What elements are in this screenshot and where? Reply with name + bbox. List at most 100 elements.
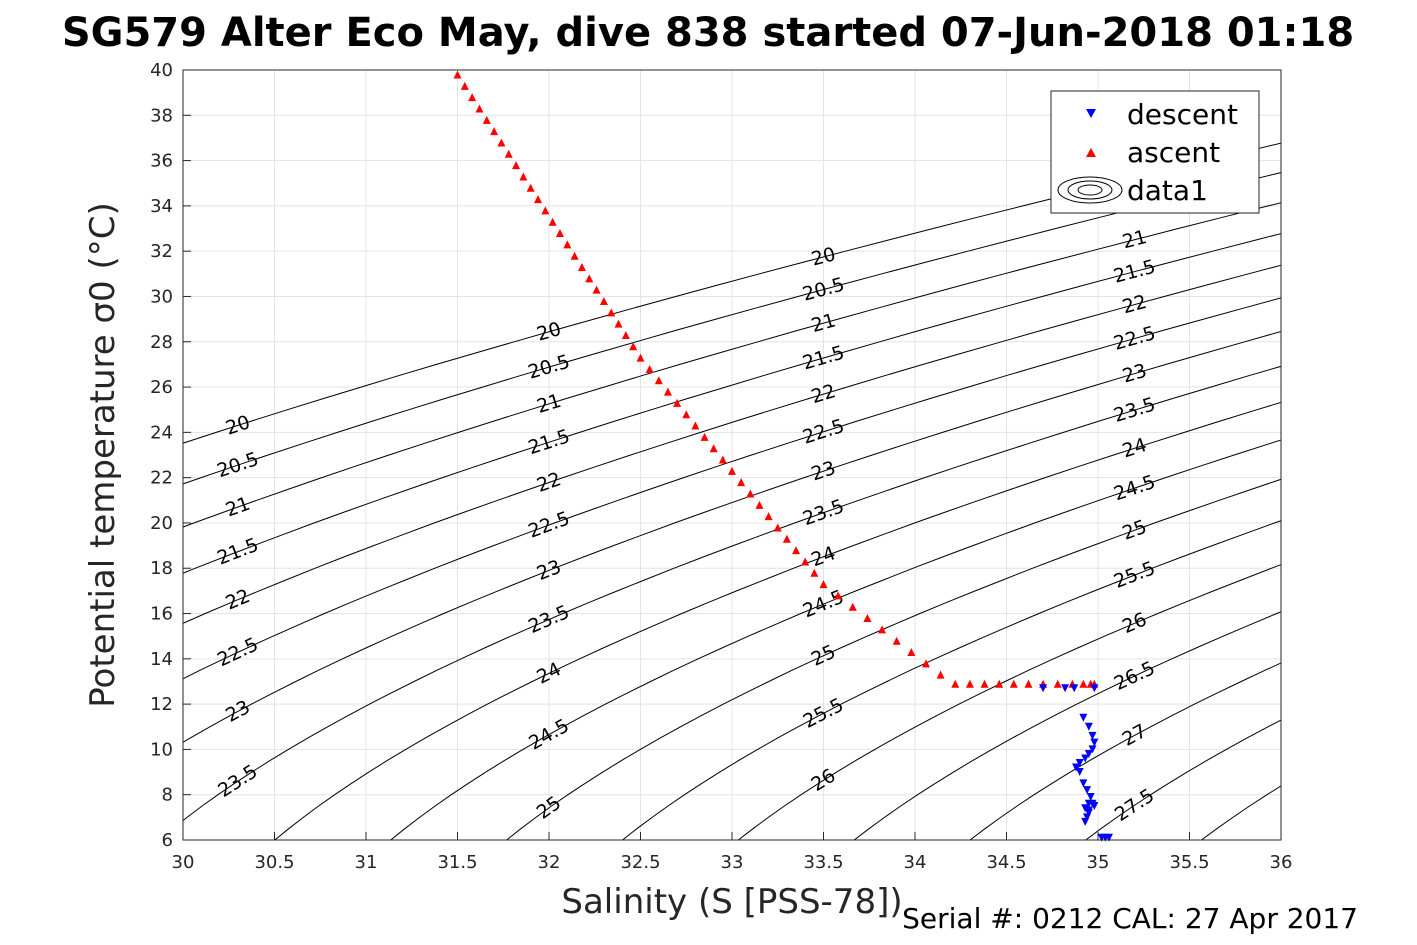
- legend-box: [1050, 90, 1260, 214]
- descent-point: [1088, 731, 1097, 740]
- isopycnal-line: [969, 662, 1281, 840]
- ascent-point: [980, 679, 989, 688]
- x-axis-ticks: 30 30.5 31 31.5 32 32.5 33 33.5 34 34.5 35 35.5 36: [172, 832, 1293, 873]
- y-tick-label: 14: [150, 649, 173, 670]
- y-tick-label: 16: [150, 604, 173, 625]
- ascent-point: [519, 172, 528, 181]
- legend-descent-label: descent: [1127, 98, 1238, 131]
- x-tick-label: 31: [355, 852, 378, 873]
- y-tick-label: 40: [150, 60, 173, 81]
- ascent-point: [921, 659, 930, 668]
- ascent-point: [755, 500, 764, 509]
- x-tick-label: 36: [1270, 852, 1293, 873]
- descent-point: [1083, 813, 1092, 822]
- ascent-point: [737, 478, 746, 487]
- ascent-point: [1009, 679, 1018, 688]
- ascent-point: [599, 297, 608, 305]
- ascent-point: [607, 308, 616, 317]
- y-tick-label: 18: [150, 558, 173, 579]
- ascent-point: [773, 523, 782, 532]
- x-tick-label: 35.5: [1169, 852, 1209, 873]
- legend: descent ascent data1: [1050, 90, 1260, 214]
- x-tick-label: 34: [904, 852, 927, 873]
- isopycnal-line: [183, 330, 1281, 743]
- ascent-point: [453, 70, 462, 79]
- legend-data1-label: data1: [1127, 174, 1208, 207]
- descent-point: [1079, 713, 1088, 722]
- descent-point: [1090, 738, 1099, 747]
- ascent-point: [819, 580, 828, 589]
- ascent-point: [764, 512, 773, 521]
- ascent-point: [728, 466, 736, 475]
- ascent-point: [907, 648, 916, 657]
- ascent-point: [504, 149, 513, 158]
- ascent-point: [1079, 679, 1088, 688]
- x-tick-label: 31.5: [437, 852, 477, 873]
- legend-ascent-label: ascent: [1127, 136, 1220, 169]
- ascent-point: [792, 546, 801, 555]
- descent-point: [1081, 804, 1090, 813]
- ascent-point: [801, 557, 810, 566]
- descent-point: [1086, 792, 1095, 801]
- y-tick-label: 22: [150, 468, 173, 489]
- y-tick-label: 12: [150, 694, 173, 715]
- isopycnal-line: [389, 439, 1281, 840]
- descent-point: [1075, 759, 1084, 767]
- chart-title: SG579 Alter Eco May, dive 838 started 07…: [62, 10, 1354, 56]
- ascent-point: [746, 489, 755, 498]
- ascent-point: [636, 353, 645, 362]
- ascent-point: [810, 568, 819, 577]
- x-tick-label: 34.5: [986, 852, 1026, 873]
- grid: [182, 69, 1282, 841]
- y-tick-label: 32: [150, 241, 173, 262]
- ascent-point: [673, 398, 682, 407]
- ascent-point: [614, 319, 623, 328]
- x-tick-label: 33: [721, 852, 744, 873]
- ascent-point: [1024, 679, 1033, 688]
- ascent-point: [782, 534, 791, 543]
- y-tick-label: 20: [150, 513, 173, 534]
- ascent-point: [497, 138, 506, 147]
- ascent-point: [1053, 679, 1062, 688]
- ascent-point: [654, 376, 663, 385]
- ascent-point: [621, 330, 630, 339]
- y-tick-label: 28: [150, 332, 173, 353]
- legend-descent-marker: [1086, 109, 1096, 118]
- y-tick-label: 38: [150, 105, 173, 126]
- ascent-point: [848, 602, 857, 611]
- ascent-point: [541, 206, 550, 215]
- x-tick-label: 30.5: [254, 852, 294, 873]
- ascent-point: [534, 195, 543, 204]
- descent-point: [1079, 779, 1088, 788]
- ascent-point: [965, 679, 974, 688]
- isopycnal-line: [1084, 719, 1281, 840]
- ascent-point: [863, 614, 872, 623]
- descent-point: [1061, 684, 1070, 693]
- ascent-point: [718, 455, 727, 464]
- ascent-point: [892, 636, 901, 645]
- descent-point: [1088, 745, 1097, 754]
- x-tick-label: 35: [1087, 852, 1110, 873]
- ascent-point: [512, 161, 521, 170]
- ascent-point: [490, 127, 499, 136]
- x-tick-label: 30: [172, 852, 195, 873]
- isopycnal-line: [183, 233, 1281, 574]
- descent-point: [1075, 768, 1084, 777]
- descent-point: [1084, 722, 1093, 731]
- y-tick-label: 24: [150, 422, 173, 443]
- ascent-point: [995, 679, 1004, 688]
- ascent-point: [709, 444, 718, 453]
- y-tick-label: 36: [150, 151, 173, 172]
- descent-point: [1072, 763, 1081, 772]
- density-contours: [183, 142, 1281, 840]
- ascent-point: [682, 410, 691, 419]
- y-tick-label: 30: [150, 286, 173, 307]
- descent-series: [1039, 684, 1113, 842]
- descent-point: [1081, 817, 1090, 826]
- y-tick-label: 26: [150, 377, 173, 398]
- ascent-point: [548, 217, 557, 226]
- ascent-point: [951, 679, 960, 688]
- isopycnal-line: [274, 401, 1281, 840]
- descent-point: [1083, 786, 1092, 795]
- isopycnal-line: [183, 297, 1281, 680]
